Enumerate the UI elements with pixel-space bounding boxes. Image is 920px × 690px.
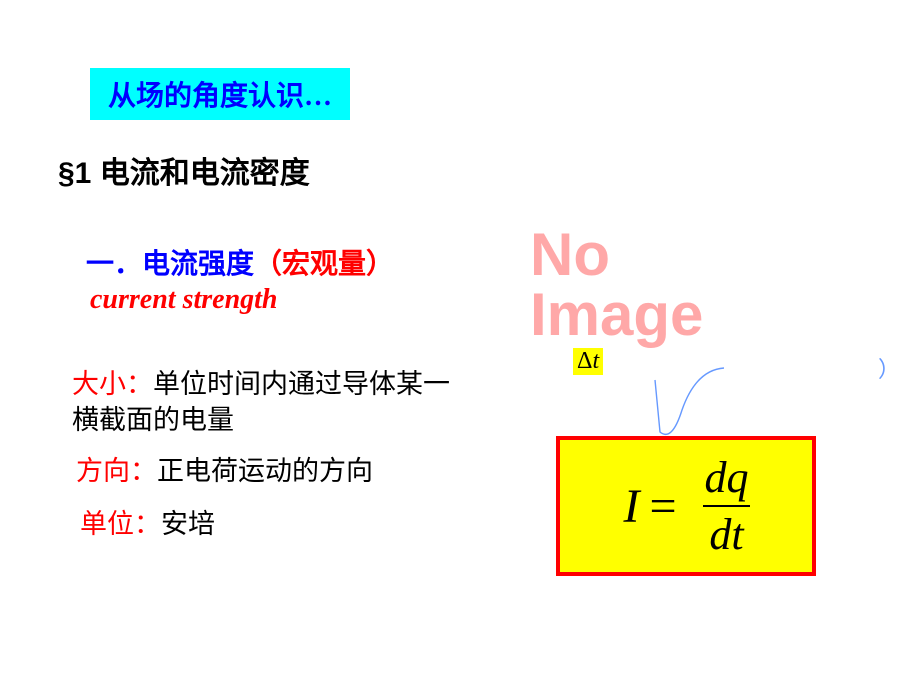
subheading-current-strength: 一．电流强度（宏观量）	[86, 242, 394, 282]
def-size-label: 大小：	[72, 369, 153, 399]
sub-prefix: 一．电流强度	[86, 248, 254, 279]
definition-direction: 方向：正电荷运动的方向	[76, 453, 373, 489]
def-unit-label: 单位：	[80, 509, 161, 539]
formula-equation: I = dq dt	[617, 452, 754, 560]
delta-t-box: Δt	[573, 348, 603, 375]
definition-size: 大小：单位时间内通过导体某一横截面的电量	[72, 366, 472, 439]
no-image-placeholder: No Image	[530, 225, 703, 345]
curve-path	[655, 368, 724, 434]
no-image-line1: No	[530, 225, 703, 285]
english-term: current strength	[90, 284, 278, 316]
no-image-line2: Image	[530, 285, 703, 345]
sub-paren: （宏观量）	[254, 249, 394, 280]
formula-den: dt	[703, 505, 749, 560]
formula-fraction: dq dt	[699, 452, 755, 560]
banner-text: 从场的角度认识…	[108, 81, 332, 112]
section-title: §1 电流和电流密度	[58, 148, 310, 192]
definition-unit: 单位：安培	[80, 506, 215, 542]
def-unit-text: 安培	[161, 509, 215, 539]
formula-box: I = dq dt	[556, 436, 816, 576]
def-dir-text: 正电荷运动的方向	[157, 456, 373, 486]
banner: 从场的角度认识…	[90, 68, 350, 120]
formula-equals: =	[649, 479, 676, 534]
def-dir-label: 方向：	[76, 456, 157, 486]
formula-num: dq	[699, 452, 755, 505]
stray-paren: ）	[878, 352, 900, 384]
formula-I: I	[623, 479, 639, 534]
delta-var: t	[592, 348, 599, 374]
delta-symbol: Δ	[577, 348, 592, 374]
